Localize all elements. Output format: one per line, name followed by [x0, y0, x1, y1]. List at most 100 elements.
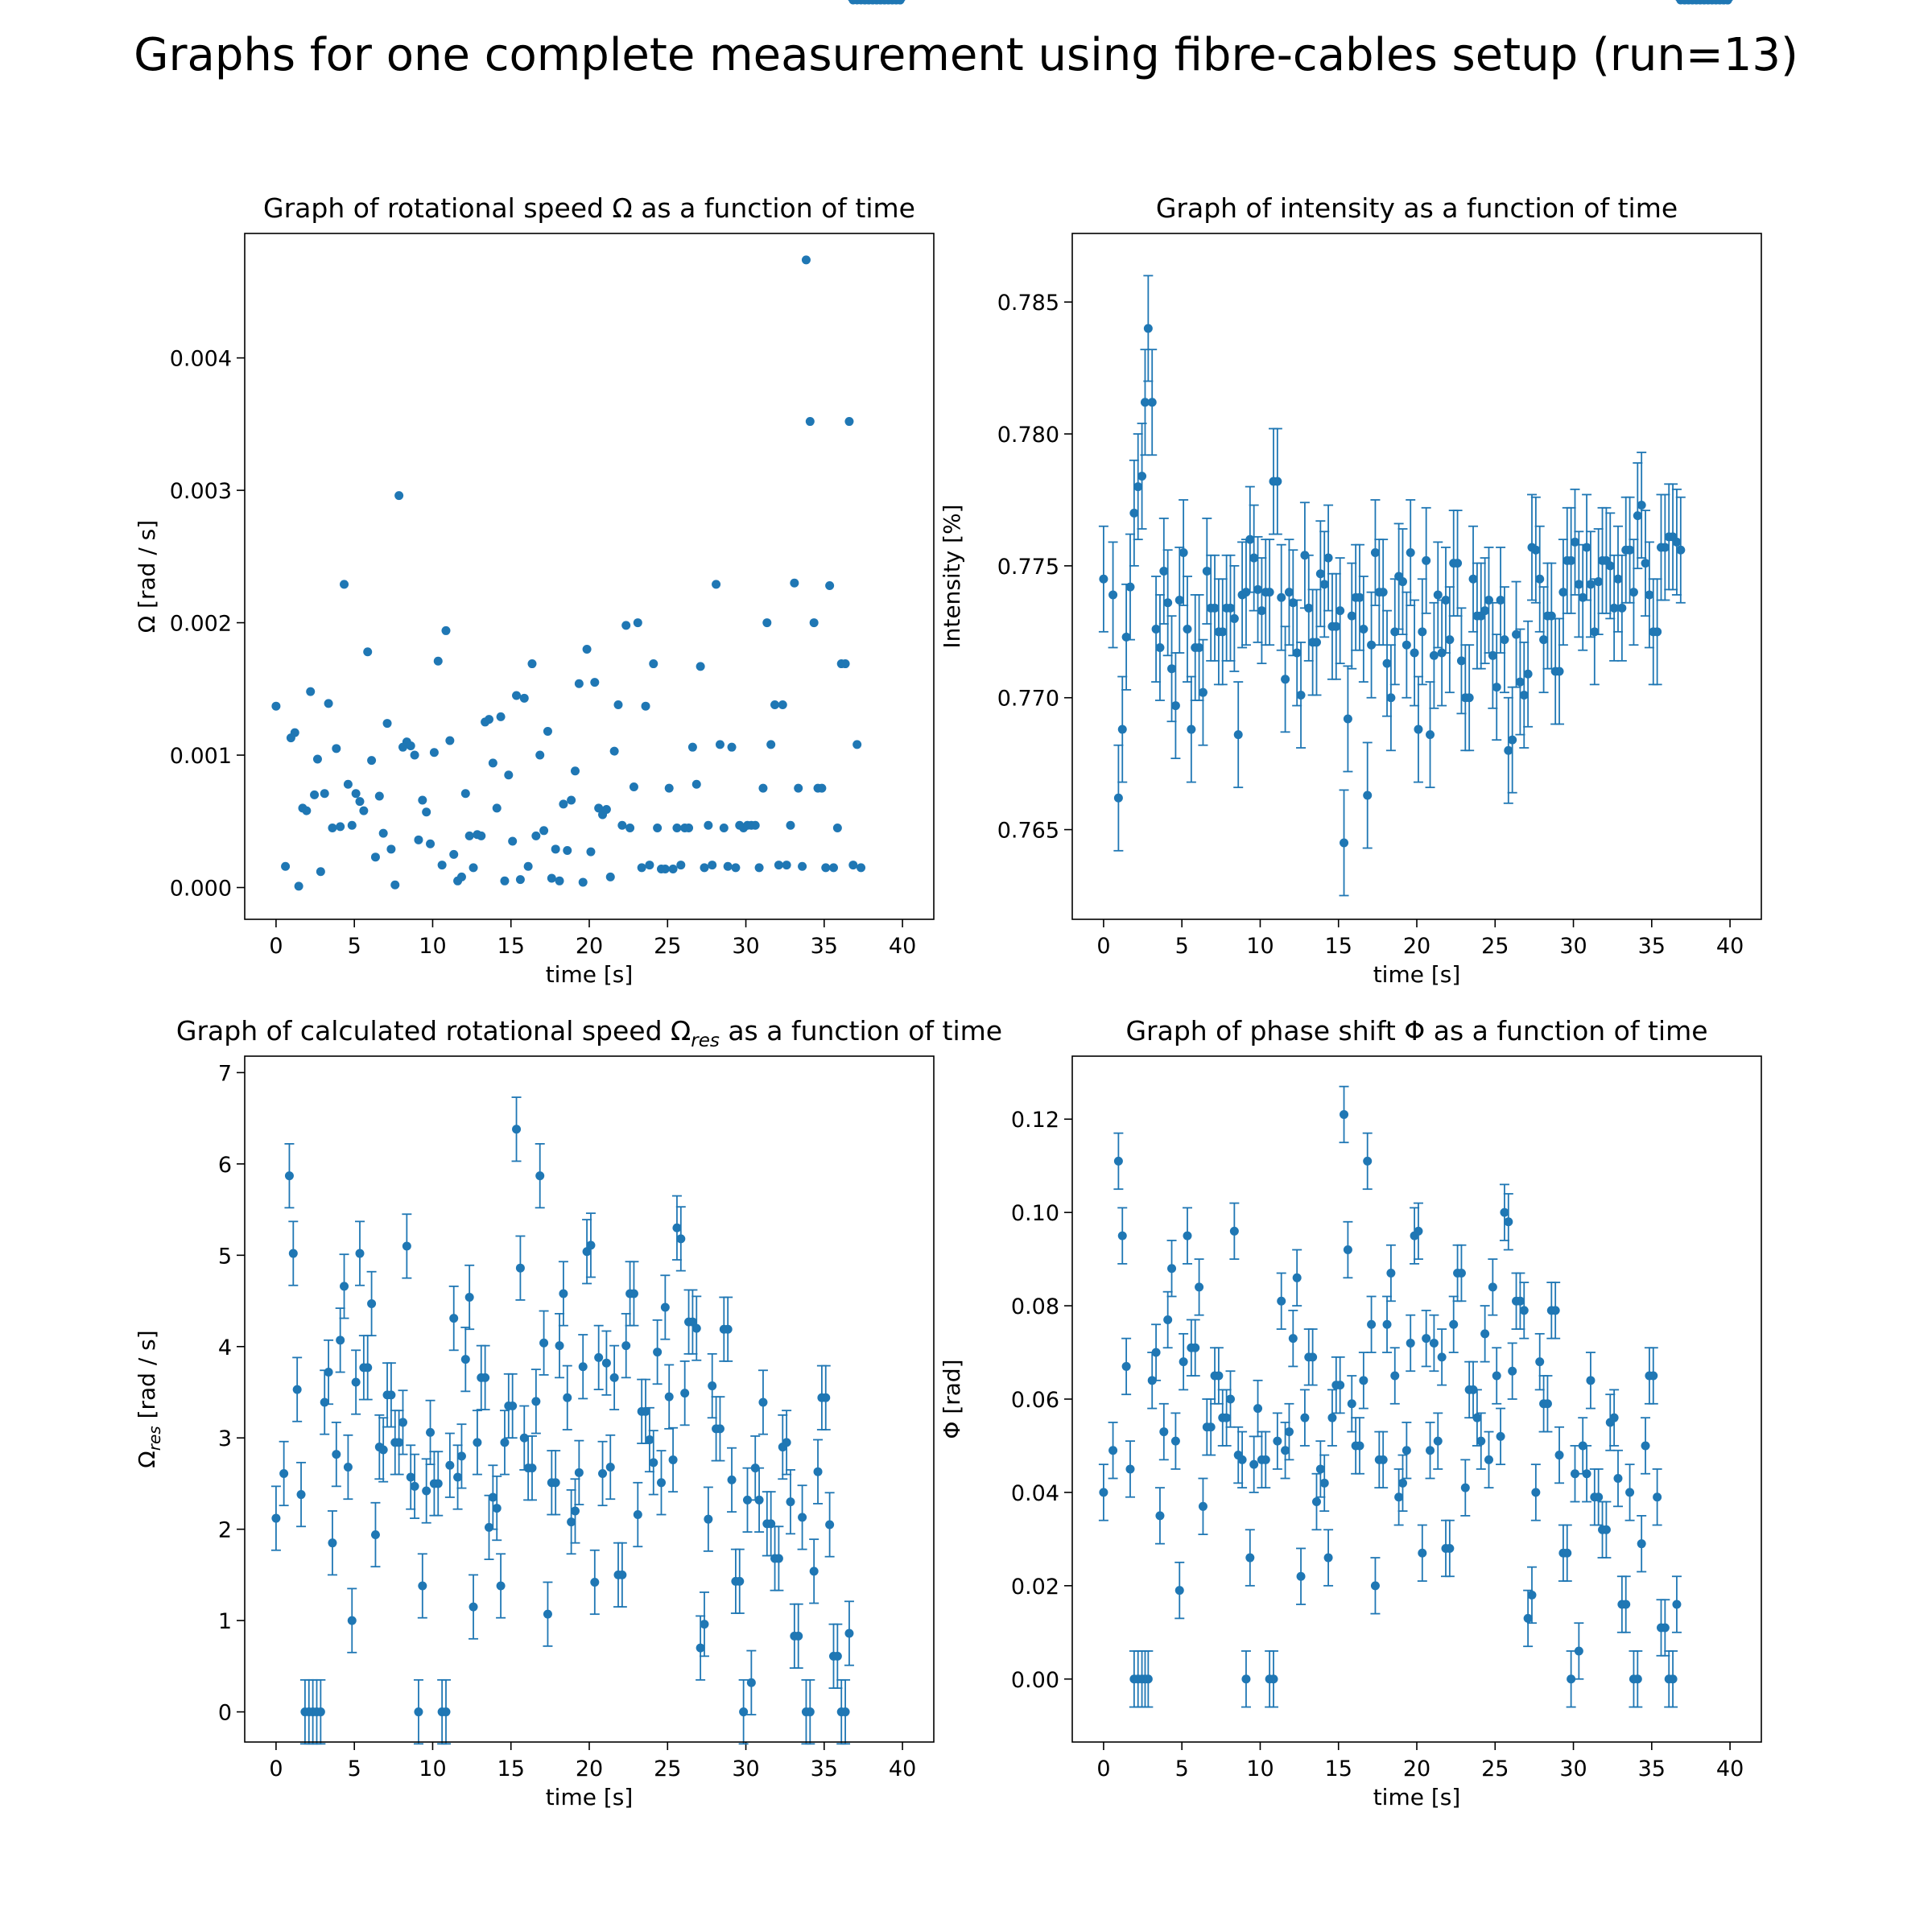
- data-point: [488, 758, 497, 768]
- data-point: [1500, 635, 1509, 645]
- data-point: [840, 659, 850, 669]
- data-point: [1174, 595, 1184, 605]
- data-point: [1723, 0, 1732, 5]
- data-point: [481, 1373, 490, 1382]
- data-point: [1378, 588, 1388, 597]
- data-point: [1159, 566, 1169, 576]
- data-point: [1167, 664, 1177, 674]
- data-point: [660, 864, 670, 873]
- data-point: [754, 1495, 764, 1505]
- data-point: [1519, 690, 1529, 700]
- data-point: [456, 872, 466, 881]
- data-point: [433, 656, 443, 666]
- data-point: [500, 876, 510, 886]
- y-tick-label: 0.10: [1011, 1201, 1059, 1226]
- data-point: [559, 1289, 568, 1298]
- y-tick-label: 0.001: [170, 744, 232, 769]
- data-point: [1621, 1600, 1631, 1609]
- data-point: [441, 1707, 451, 1717]
- data-point: [1335, 606, 1345, 616]
- data-point: [1660, 1623, 1670, 1633]
- data-point: [601, 804, 611, 814]
- data-point: [687, 1317, 697, 1327]
- data-point: [279, 1468, 289, 1478]
- data-point: [1340, 838, 1349, 848]
- data-point: [1253, 584, 1263, 594]
- data-point: [774, 1554, 783, 1563]
- data-point: [1198, 687, 1208, 697]
- data-point: [1418, 627, 1427, 637]
- data-point: [621, 1341, 631, 1351]
- data-point: [492, 803, 502, 813]
- data-point: [1277, 592, 1286, 602]
- x-tick-label: 10: [1246, 1757, 1274, 1781]
- data-point: [1649, 1371, 1658, 1381]
- data-point: [1257, 606, 1266, 616]
- data-point: [1210, 603, 1220, 613]
- data-point: [586, 847, 596, 857]
- data-point: [386, 844, 396, 854]
- data-point: [1163, 598, 1173, 608]
- data-point: [1515, 1296, 1525, 1306]
- data-point: [1218, 627, 1228, 637]
- data-point: [1129, 508, 1139, 518]
- x-tick-label: 5: [1175, 1757, 1189, 1781]
- data-point: [691, 1323, 701, 1333]
- data-point: [355, 797, 365, 807]
- data-point: [290, 728, 299, 737]
- y-tick-label: 5: [218, 1244, 232, 1269]
- data-point: [1519, 1306, 1529, 1315]
- data-point: [613, 700, 623, 710]
- data-point: [1343, 714, 1352, 724]
- y-axis-label-text: Intensity [%]: [939, 504, 965, 648]
- data-point: [1504, 1217, 1513, 1227]
- data-point: [1284, 1427, 1294, 1437]
- data-point: [762, 618, 772, 628]
- data-point: [1613, 1474, 1623, 1484]
- data-point: [1237, 1455, 1247, 1464]
- data-series: [271, 0, 905, 891]
- data-point: [1488, 1282, 1497, 1292]
- data-point: [735, 1576, 745, 1586]
- data-point: [1121, 1361, 1131, 1371]
- data-point: [1355, 592, 1364, 602]
- data-point: [1492, 683, 1501, 692]
- data-point: [515, 875, 525, 885]
- data-point: [1567, 1674, 1576, 1684]
- x-tick-label: 15: [1325, 1757, 1352, 1781]
- x-tick-label: 15: [1325, 934, 1352, 959]
- x-tick-label: 20: [576, 1757, 603, 1781]
- data-point: [1660, 543, 1670, 552]
- x-tick-label: 30: [732, 934, 759, 959]
- data-point: [1512, 630, 1521, 639]
- y-tick-label: 0.06: [1011, 1388, 1059, 1413]
- y-axis-label-subscript: res: [145, 1426, 164, 1451]
- data-point: [302, 806, 312, 815]
- data-point: [484, 1522, 493, 1532]
- x-axis-label: time [s]: [546, 1784, 634, 1810]
- data-point: [1496, 595, 1505, 605]
- data-point: [437, 861, 447, 870]
- data-point: [1378, 1455, 1388, 1464]
- data-point: [292, 1385, 302, 1394]
- x-tick-label: 30: [732, 1757, 759, 1781]
- data-point: [1281, 675, 1290, 684]
- data-point: [515, 1263, 525, 1273]
- data-point: [1292, 648, 1302, 658]
- y-axis-label-tail: [rad / s]: [134, 1330, 160, 1426]
- data-point: [700, 1620, 709, 1629]
- data-point: [1300, 1413, 1310, 1422]
- data-point: [418, 795, 427, 805]
- data-point: [739, 1707, 749, 1717]
- data-point: [645, 1435, 654, 1444]
- data-point: [1468, 574, 1478, 584]
- x-tick-label: 5: [348, 1757, 361, 1781]
- data-point: [271, 1513, 281, 1523]
- data-point: [832, 824, 842, 833]
- y-tick-label: 0.780: [997, 423, 1059, 448]
- data-point: [1117, 724, 1127, 734]
- y-axis-label: Φ [rad]: [939, 1359, 965, 1439]
- data-point: [594, 803, 604, 813]
- y-tick-label: 0.765: [997, 819, 1059, 844]
- data-point: [378, 1445, 388, 1455]
